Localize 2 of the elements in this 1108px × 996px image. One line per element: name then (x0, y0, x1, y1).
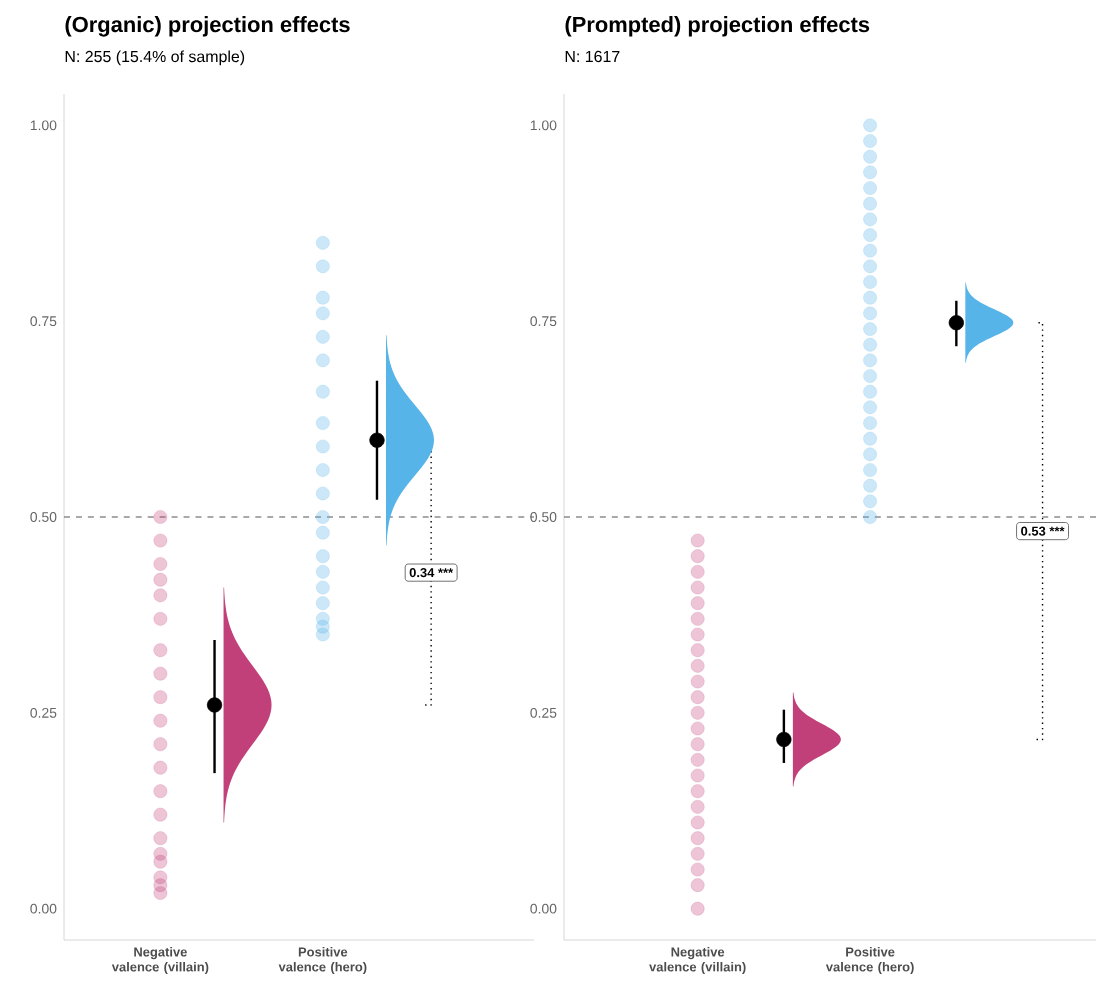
chart-title: (Organic) projection effects (65, 16, 350, 37)
chart-title: (Prompted) projection effects (565, 16, 870, 37)
